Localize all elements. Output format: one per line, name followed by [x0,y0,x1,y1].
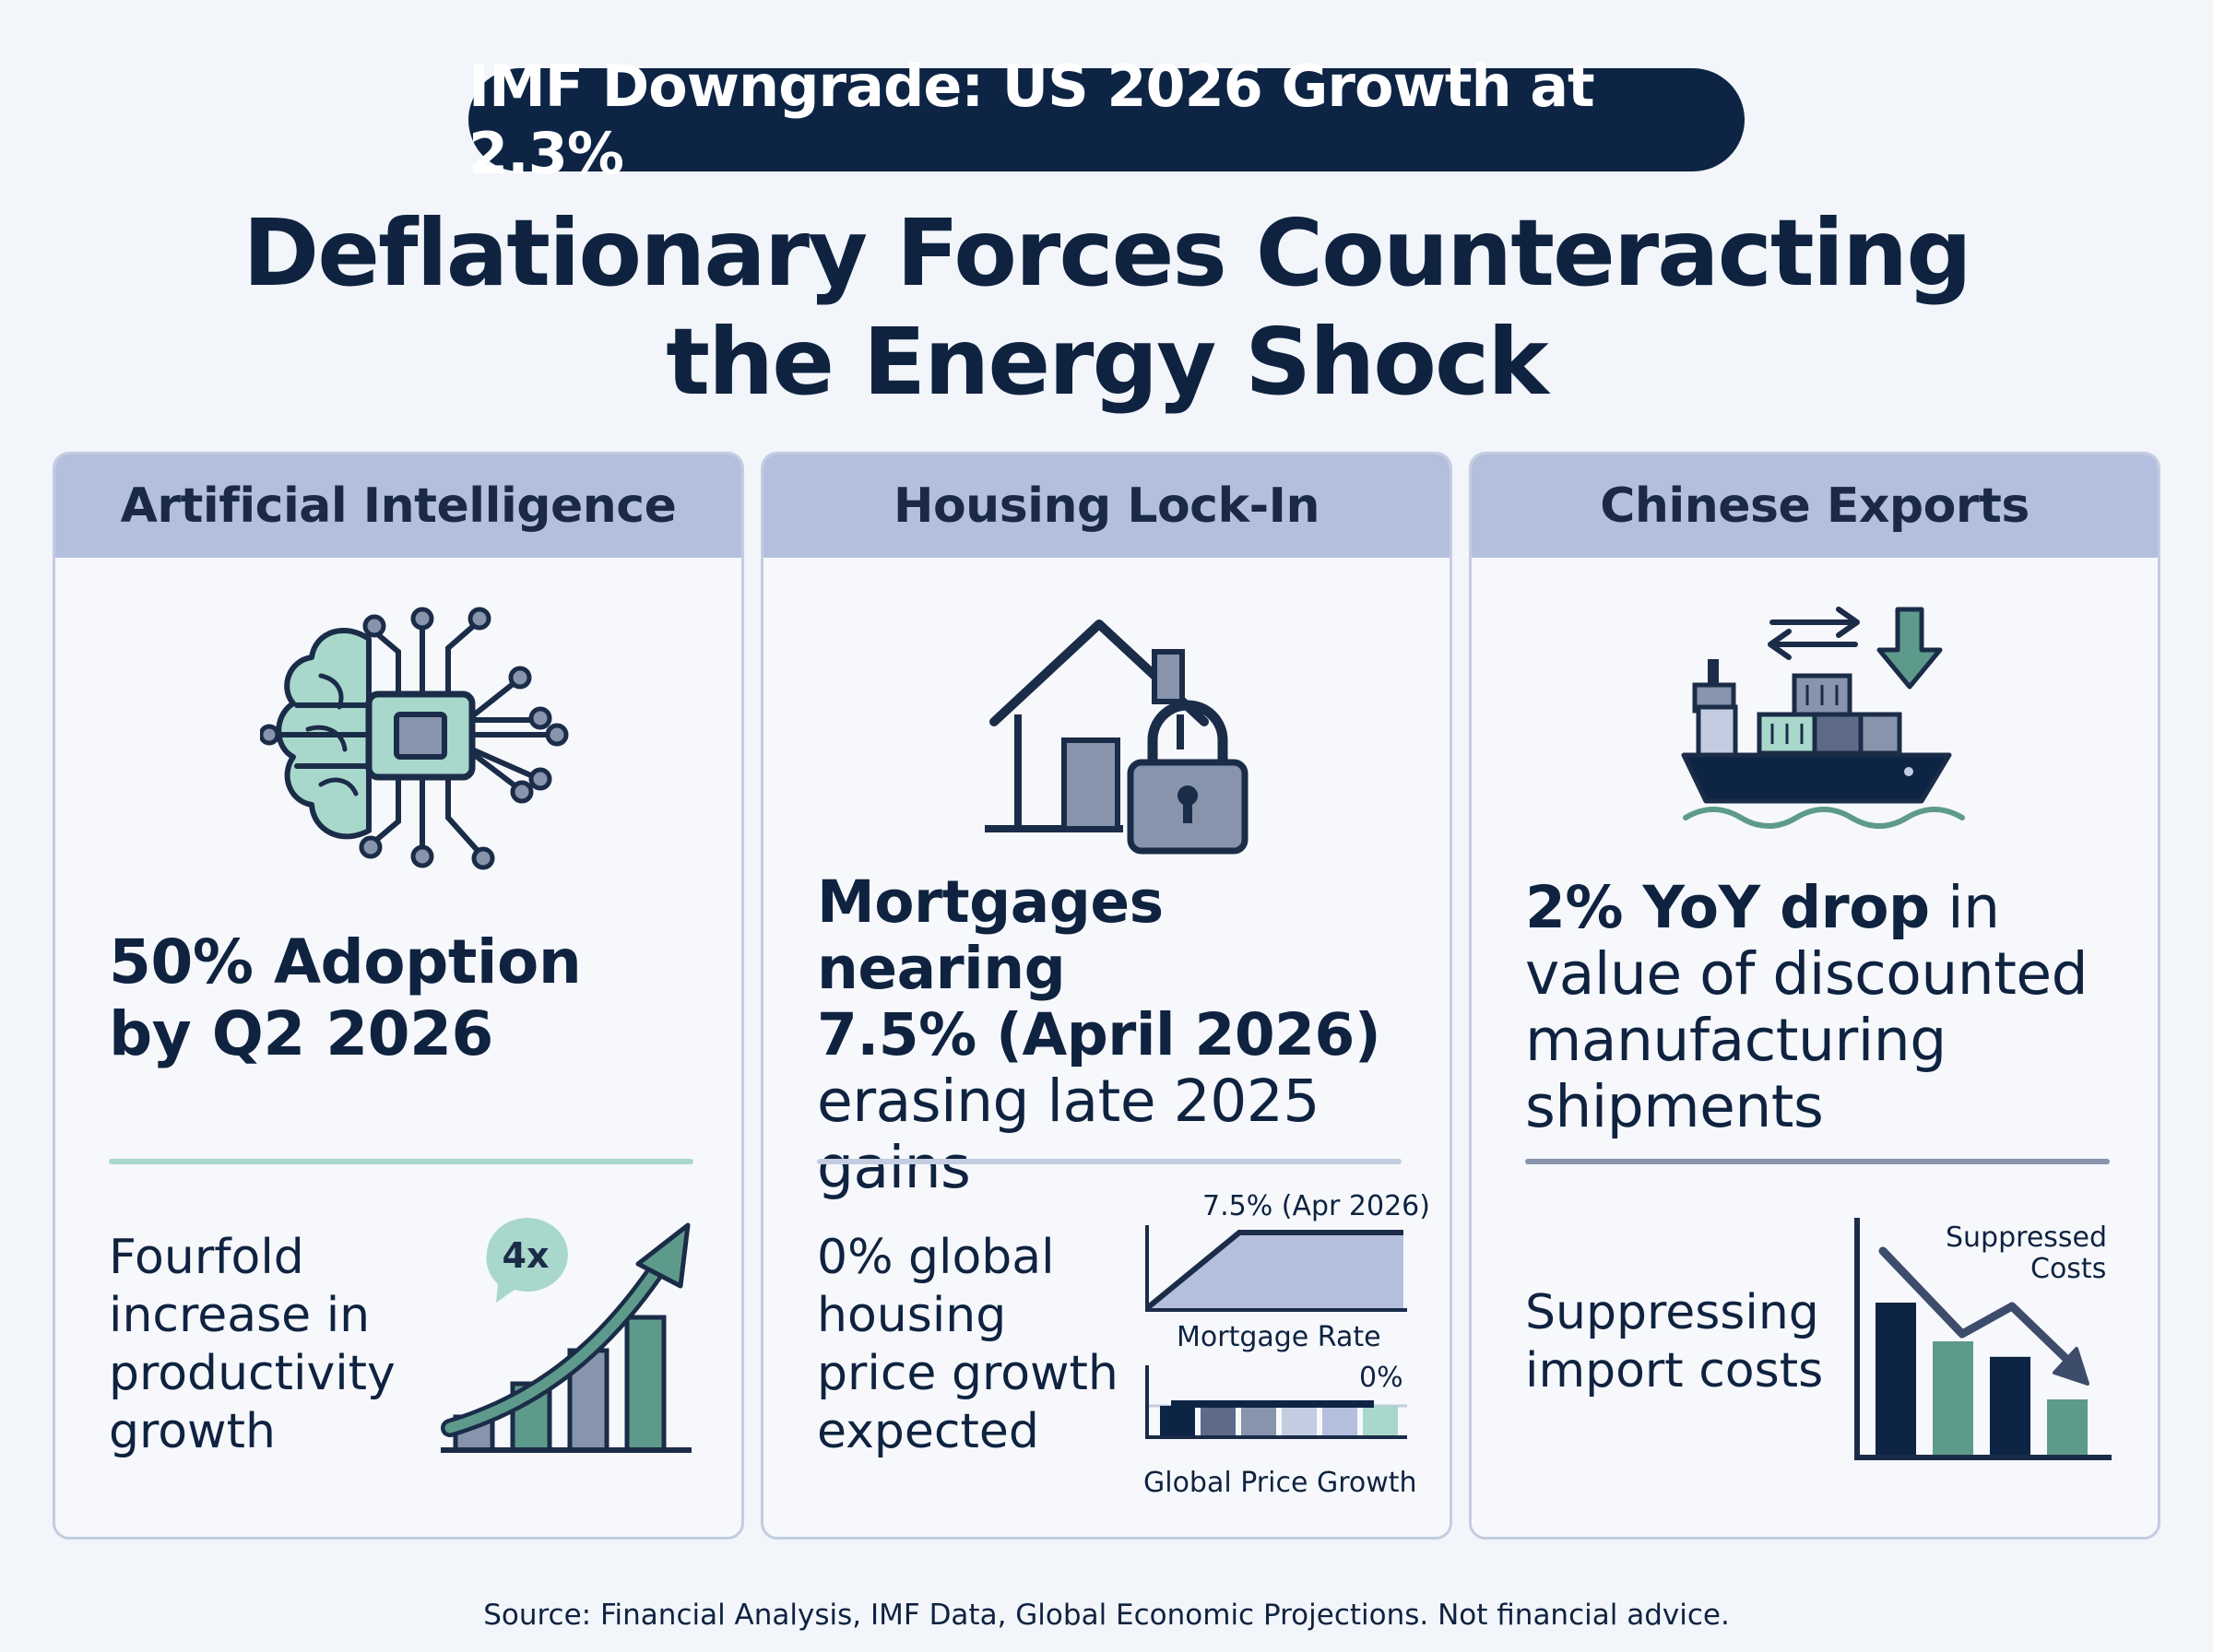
ai-adoption-stat: 50% Adoption by Q2 2026 [109,926,582,1069]
card-title: Housing Lock-In [763,454,1450,558]
exports-stat: 2% YoY drop in value of discounted manuf… [1525,874,2089,1140]
page-title-line-2: the Energy Shock [666,308,1549,416]
ai-brain-chip-icon [260,607,569,870]
card-divider [1525,1159,2110,1164]
chart-bar [1933,1341,1973,1457]
ai-productivity-text: Fourfold increase in productivity growth [109,1230,396,1459]
card-title: Chinese Exports [1472,454,2158,558]
card-housing-lock-in: Housing Lock-In Mortgages nearing 7.5% (… [761,452,1452,1540]
import-costs-text: Suppressing import costs [1525,1285,1824,1398]
card-title: Artificial Intelligence [55,454,741,558]
down-arrow-icon [1876,607,1943,690]
card-chinese-exports: Chinese Exports 2% YoY drop in value of … [1469,452,2160,1540]
four-x-badge: 4x [486,1218,568,1303]
cargo-ship-icon [1681,607,1965,829]
price-value-label: 0% [1359,1362,1403,1394]
chart-label-line-2: Costs [2030,1253,2107,1285]
import-costs-bar-chart [1854,1218,2112,1460]
source-footnote: Source: Financial Analysis, IMF Data, Gl… [483,1599,1730,1632]
card-divider [817,1159,1402,1164]
housing-price-text: 0% global housing price growth expected [817,1230,1118,1459]
productivity-bar-chart: 4x [441,1218,692,1453]
headline-banner: IMF Downgrade: US 2026 Growth at 2.3% [468,53,1745,187]
chart-bar [1876,1303,1916,1457]
card-artificial-intelligence: Artificial Intelligence [53,452,744,1540]
card-divider [109,1159,693,1164]
chart-bar [2047,1399,2088,1457]
chart-label-line-1: Suppressed [1946,1221,2108,1254]
house-padlock-icon [985,620,1249,855]
decline-arrow-icon [1878,1246,2072,1364]
price-chart-label: Global Price Growth [1143,1467,1417,1499]
global-price-chart [1145,1365,1407,1439]
badge-label: 4x [503,1235,550,1276]
exchange-arrows-icon [1768,607,1860,660]
chart-bar [624,1315,667,1453]
mortgage-chart-label: Mortgage Rate [1177,1321,1381,1353]
page-title: Deflationary Forces Counteracting the En… [0,199,2213,417]
mortgage-stat: Mortgages nearing 7.5% (April 2026) eras… [817,868,1381,1201]
mortgage-value-label: 7.5% (Apr 2026) [1202,1190,1430,1222]
chart-bar [1990,1356,2030,1457]
mortgage-rate-chart [1145,1225,1407,1312]
page-title-line-1: Deflationary Forces Counteracting [243,199,1972,307]
